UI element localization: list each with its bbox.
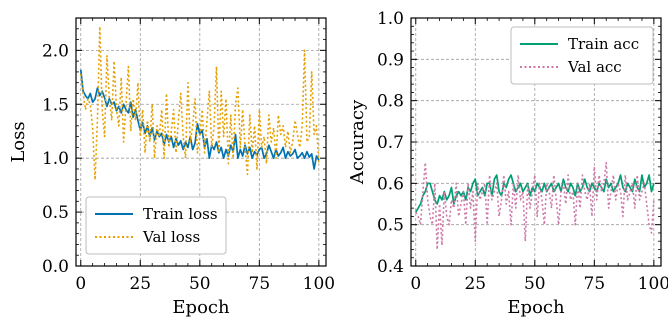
accuracy-ytick-label-2: 0.6 <box>377 174 404 194</box>
accuracy-y-axis-label: Accuracy <box>347 99 368 185</box>
loss-ytick-label-4: 2.0 <box>42 41 69 61</box>
loss-xtick-label-3: 75 <box>249 274 271 294</box>
loss-ytick-label-0: 0.0 <box>42 257 69 277</box>
accuracy-ytick-label-5: 0.9 <box>377 50 404 70</box>
accuracy-legend: Train acc Val acc <box>510 26 654 85</box>
accuracy-panel: 0 25 50 75 100 0.4 0.5 0.6 0.7 0.8 0.9 1.0 Epoch Ac… <box>347 9 668 318</box>
loss-panel: 0 25 50 75 100 0.0 0.5 1.0 1.5 2.0 Epoch Loss Tra… <box>8 17 335 318</box>
accuracy-xtick-label-1: 25 <box>464 274 486 294</box>
accuracy-x-axis-label: Epoch <box>507 297 565 318</box>
accuracy-xtick-label-0: 0 <box>410 274 421 294</box>
loss-x-axis-label: Epoch <box>172 297 230 318</box>
accuracy-series-group <box>415 161 655 251</box>
accuracy-ytick-label-3: 0.7 <box>377 133 404 153</box>
accuracy-ytick-label-0: 0.4 <box>377 257 404 277</box>
accuracy-ticks: 0 25 50 75 100 0.4 0.5 0.6 0.7 0.8 0.9 1.0 <box>377 9 668 294</box>
loss-y-axis-label: Loss <box>8 121 29 162</box>
loss-ticks: 0 25 50 75 100 0.0 0.5 1.0 1.5 2.0 <box>42 17 335 294</box>
accuracy-ytick-label-6: 1.0 <box>377 9 404 29</box>
loss-xtick-label-4: 100 <box>303 274 335 294</box>
loss-legend-box <box>85 196 227 255</box>
accuracy-xtick-label-4: 100 <box>638 274 668 294</box>
loss-xtick-label-2: 50 <box>189 274 211 294</box>
legend-train-acc-label: Train acc <box>568 35 639 53</box>
train-acc-line <box>415 174 655 213</box>
accuracy-legend-box <box>510 26 654 85</box>
accuracy-xtick-label-3: 75 <box>584 274 606 294</box>
loss-legend: Train loss Val loss <box>85 196 227 255</box>
loss-xtick-label-1: 25 <box>129 274 151 294</box>
loss-ytick-label-2: 1.0 <box>42 149 69 169</box>
val-loss-line <box>79 25 320 181</box>
accuracy-ytick-label-1: 0.5 <box>377 216 404 236</box>
accuracy-xtick-label-2: 50 <box>524 274 546 294</box>
loss-axes-frame <box>75 17 327 267</box>
val-acc-line <box>415 161 655 251</box>
legend-val-loss-label: Val loss <box>142 228 200 246</box>
loss-ytick-label-3: 1.5 <box>42 95 69 115</box>
loss-ytick-label-1: 0.5 <box>42 203 69 223</box>
accuracy-ytick-label-4: 0.8 <box>377 92 404 112</box>
loss-series-group <box>79 25 320 181</box>
loss-xtick-label-0: 0 <box>75 274 86 294</box>
legend-train-loss-label: Train loss <box>143 205 218 223</box>
legend-val-acc-label: Val acc <box>567 58 622 76</box>
